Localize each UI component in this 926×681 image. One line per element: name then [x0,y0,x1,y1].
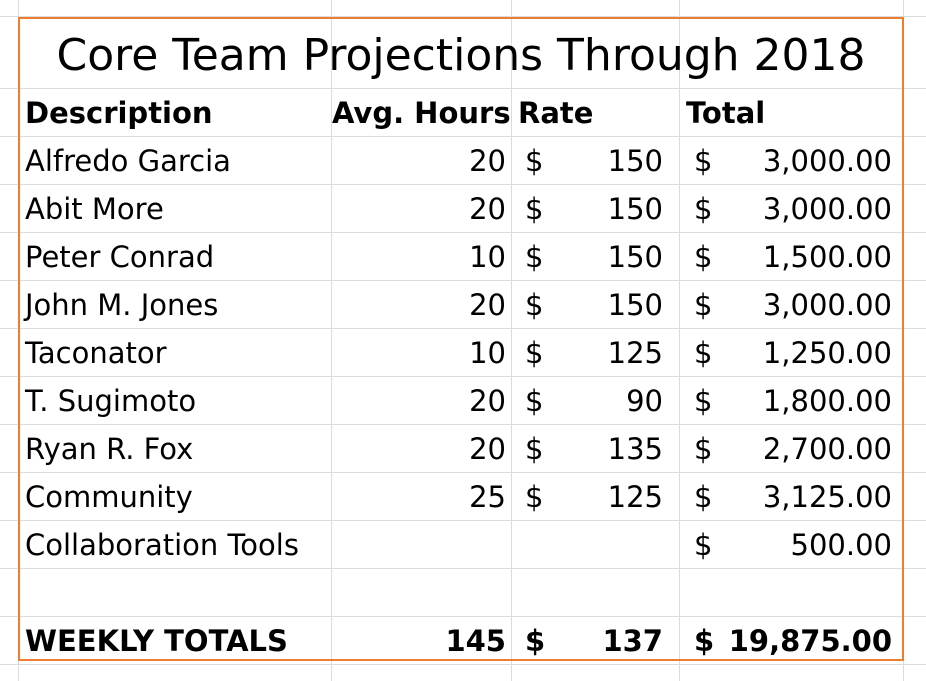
gridline [0,88,926,89]
selection-frame [18,17,904,661]
gridline [679,0,680,681]
gridline [0,472,926,473]
cell-rate-currency: $ [525,192,544,226]
cell-hours[interactable]: 20 [469,144,506,178]
cell-rate[interactable]: 125 [607,336,663,370]
gridline [0,376,926,377]
cell-rate[interactable] [555,521,663,569]
gridline [0,664,926,665]
gridline [0,520,926,521]
cell-rate[interactable]: 150 [607,144,663,178]
cell-rate[interactable]: 150 [607,288,663,322]
cell-description[interactable]: Community [25,480,193,514]
cell-rate-currency: $ [525,384,544,418]
cell-description[interactable]: Peter Conrad [25,240,215,274]
gridline [511,0,512,681]
gridline [0,616,926,617]
gridline [0,232,926,233]
gridline [331,0,332,681]
totals-label[interactable]: WEEKLY TOTALS [25,624,288,658]
cell-total-currency: $ [694,192,713,226]
cell-hours[interactable]: 20 [469,288,506,322]
cell-hours[interactable]: 25 [469,480,506,514]
gridline [0,280,926,281]
cell-rate-currency: $ [525,432,544,466]
cell-rate-currency: $ [525,336,544,370]
totals-rate[interactable]: 137 [602,624,663,658]
cell-hours[interactable]: 10 [469,336,506,370]
gridline [0,136,926,137]
cell-total-currency: $ [694,480,713,514]
cell-hours[interactable]: 20 [469,192,506,226]
cell-description[interactable]: Ryan R. Fox [25,432,194,466]
cell-total[interactable]: 1,800.00 [762,384,892,418]
cell-total[interactable]: 1,500.00 [762,240,892,274]
cell-hours[interactable]: 20 [469,384,506,418]
totals-total[interactable]: 19,875.00 [728,624,892,658]
cell-description[interactable]: John M. Jones [25,288,219,322]
cell-total-currency: $ [694,144,713,178]
cell-total[interactable]: 500.00 [790,528,892,562]
cell-total[interactable]: 1,250.00 [762,336,892,370]
cell-total[interactable]: 3,000.00 [762,144,892,178]
cell-rate[interactable]: 90 [626,384,663,418]
gridline [0,16,926,17]
cell-rate-currency: $ [525,240,544,274]
cell-rate[interactable]: 135 [607,432,663,466]
cell-total-currency: $ [694,432,713,466]
cell-hours[interactable] [332,521,506,569]
gridline [0,568,926,569]
cell-total-currency: $ [694,336,713,370]
cell-rate[interactable]: 150 [607,192,663,226]
cell-total[interactable]: 3,000.00 [762,288,892,322]
cell-total[interactable]: 3,125.00 [762,480,892,514]
totals-rate-currency: $ [525,624,546,658]
cell-hours[interactable]: 20 [469,432,506,466]
gridline [0,328,926,329]
cell-rate-currency: $ [525,480,544,514]
cell-total-currency: $ [694,384,713,418]
cell-rate[interactable]: 150 [607,240,663,274]
gridline [0,184,926,185]
cell-total-currency: $ [694,528,713,562]
cell-total-currency: $ [694,240,713,274]
header-description[interactable]: Description [25,96,213,130]
cell-rate[interactable]: 125 [607,480,663,514]
header-avg-hours[interactable]: Avg. Hours [332,96,511,130]
cell-description[interactable]: Abit More [25,192,164,226]
cell-rate-currency: $ [525,288,544,322]
cell-total[interactable]: 3,000.00 [762,192,892,226]
cell-description[interactable]: Collaboration Tools [25,528,299,562]
cell-hours[interactable]: 10 [469,240,506,274]
gridline [0,424,926,425]
cell-rate-currency: $ [525,144,544,178]
header-rate[interactable]: Rate [518,96,594,130]
cell-rate-currency [525,521,555,569]
header-total[interactable]: Total [686,96,766,130]
cell-total[interactable]: 2,700.00 [762,432,892,466]
sheet-title[interactable]: Core Team Projections Through 2018 [56,30,866,81]
cell-description[interactable]: Alfredo Garcia [25,144,231,178]
cell-description[interactable]: Taconator [25,336,167,370]
cell-description[interactable]: T. Sugimoto [25,384,197,418]
totals-hours[interactable]: 145 [445,624,506,658]
totals-total-currency: $ [694,624,715,658]
cell-total-currency: $ [694,288,713,322]
